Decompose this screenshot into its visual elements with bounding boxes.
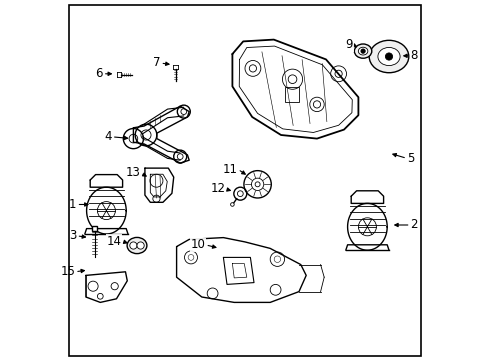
Ellipse shape — [378, 48, 400, 66]
Text: 5: 5 — [407, 152, 415, 165]
Text: 3: 3 — [69, 229, 76, 242]
Text: 2: 2 — [411, 219, 418, 231]
Ellipse shape — [127, 238, 147, 253]
Text: 9: 9 — [345, 39, 353, 51]
Circle shape — [130, 242, 137, 249]
Text: 4: 4 — [104, 130, 112, 143]
Text: 12: 12 — [210, 183, 225, 195]
Text: 10: 10 — [191, 238, 205, 251]
Circle shape — [361, 49, 365, 53]
Text: 14: 14 — [107, 235, 122, 248]
Text: 6: 6 — [95, 67, 103, 80]
Ellipse shape — [354, 44, 372, 58]
Text: 7: 7 — [153, 57, 160, 69]
Text: 15: 15 — [60, 265, 75, 278]
Text: 13: 13 — [126, 166, 141, 179]
Bar — [285, 87, 299, 102]
FancyBboxPatch shape — [92, 226, 98, 231]
Circle shape — [386, 53, 392, 60]
Text: 8: 8 — [411, 49, 418, 62]
Text: 11: 11 — [223, 163, 238, 176]
Ellipse shape — [369, 40, 409, 73]
Circle shape — [137, 242, 144, 249]
Ellipse shape — [358, 47, 368, 55]
Text: 1: 1 — [69, 198, 76, 211]
Circle shape — [231, 203, 234, 206]
